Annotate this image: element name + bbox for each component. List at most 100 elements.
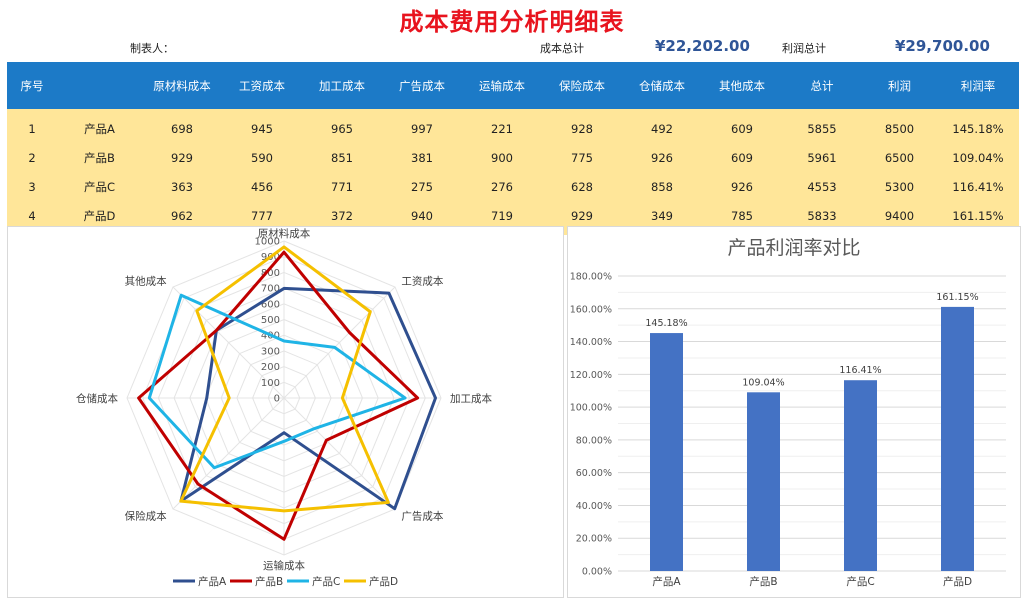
cost-total-value: ¥22,202.00 [655,37,750,55]
radar-tick-label: 200 [261,362,280,373]
bar [941,306,974,571]
profit-total-label: 利润总计 [782,42,826,55]
column-header: 广告成本 [382,62,462,109]
column-header: 利润率 [937,62,1019,109]
table-cell: 965 [302,109,382,143]
bar-y-tick-label: 180.00% [570,272,612,283]
table-cell: 381 [382,143,462,172]
bar-category-label: 产品D [943,575,972,588]
bar-y-tick-label: 0.00% [582,567,612,578]
radar-tick-label: 600 [261,299,280,310]
radar-tick-label: 800 [261,268,280,279]
table-cell: 945 [222,109,302,143]
radar-category-label: 原材料成本 [258,227,311,240]
radar-series-line [137,250,420,541]
table-cell: 628 [542,172,622,201]
radar-spoke [283,286,396,399]
bar-y-tick-label: 60.00% [576,468,612,479]
table-cell: 产品A [57,109,142,143]
table-cell: 851 [302,143,382,172]
cost-table: 序号 原材料成本 工资成本 加工成本 广告成本 运输成本 保险成本 仓储成本 其他成本 总计 利润利… [7,62,1019,235]
radar-category-label: 仓储成本 [76,392,118,405]
radar-category-label: 加工成本 [450,392,492,405]
radar-category-label: 运输成本 [263,559,305,572]
bar-data-label: 145.18% [645,318,687,329]
radar-spoke [283,397,396,510]
table-cell: 456 [222,172,302,201]
table-cell: 产品B [57,143,142,172]
bar-y-tick-label: 120.00% [570,370,612,381]
table-row: 3 产品C 363 456 771 275 276 628 858 926 4553 5300 116.… [7,172,1019,201]
column-header [57,62,142,109]
table-cell: 109.04% [937,143,1019,172]
bar-category-label: 产品A [652,575,681,588]
legend-label: 产品B [255,575,283,588]
radar-category-label: 保险成本 [125,509,167,522]
bar [844,380,877,571]
table-row: 2 产品B 929 590 851 381 900 775 926 609 5961 6500 109.… [7,143,1019,172]
table-cell: 5855 [782,109,862,143]
bar [747,392,780,571]
column-header: 保险成本 [542,62,622,109]
table-cell: 698 [142,109,222,143]
bar-category-label: 产品C [846,575,874,588]
bar-category-label: 产品B [749,575,777,588]
column-header: 仓储成本 [622,62,702,109]
radar-series-line [179,245,390,513]
table-cell: 5300 [862,172,937,201]
table-cell: 4553 [782,172,862,201]
bar-y-tick-label: 100.00% [570,403,612,414]
radar-tick-label: 100 [261,378,280,389]
table-cell: 275 [382,172,462,201]
column-header: 加工成本 [302,62,382,109]
table-cell: 116.41% [937,172,1019,201]
table-cell: 926 [702,172,782,201]
bar-y-tick-label: 20.00% [576,534,612,545]
column-header: 总计 [782,62,862,109]
column-header: 其他成本 [702,62,782,109]
bar-data-label: 109.04% [742,377,784,388]
column-header: 工资成本 [222,62,302,109]
table-cell: 492 [622,109,702,143]
radar-tick-label: 300 [261,346,280,357]
table-cell: 928 [542,109,622,143]
table-cell: 145.18% [937,109,1019,143]
table-row: 1 产品A 698 945 965 997 221 928 492 609 5855 8500 145.… [7,109,1019,143]
radar-tick-label: 1000 [255,237,280,248]
table-cell: 929 [142,143,222,172]
table-cell: 221 [462,109,542,143]
table-body: 1 产品A 698 945 965 997 221 928 492 609 5855 8500 145.… [7,109,1019,235]
column-header: 运输成本 [462,62,542,109]
table-cell: 2 [7,143,57,172]
legend-label: 产品C [312,575,340,588]
table-cell: 276 [462,172,542,201]
radar-tick-label: 500 [261,315,280,326]
table-cell: 609 [702,143,782,172]
maker-label: 制表人： [130,42,174,55]
bar-chart: 产品利润率对比 0.00% 20.00% 40.00% 60.00% 80.00% 100.… [570,237,1006,588]
column-header: 原材料成本 [142,62,222,109]
table-cell: 3 [7,172,57,201]
bar [650,333,683,571]
table-cell: 609 [702,109,782,143]
table-cell: 926 [622,143,702,172]
table-cell: 590 [222,143,302,172]
table-header-row: 序号 原材料成本 工资成本 加工成本 广告成本 运输成本 保险成本 仓储成本 其他成本 总计 利润利… [7,62,1019,109]
radar-series-line [147,293,407,470]
radar-spoke [172,397,285,510]
column-header: 利润 [862,62,937,109]
table-cell: 363 [142,172,222,201]
radar-spoke [172,286,285,399]
table-cell: 产品C [57,172,142,201]
profit-total-value: ¥29,700.00 [895,37,990,55]
table-cell: 771 [302,172,382,201]
bar-y-tick-label: 140.00% [570,337,612,348]
bar-data-label: 161.15% [936,292,978,303]
bar-y-tick-label: 160.00% [570,304,612,315]
radar-tick-label: 0 [274,394,280,405]
radar-category-label: 广告成本 [401,509,443,522]
radar-chart-panel: 0 100 200 300 400 500 600 700 800 900 1000 原材料成本 工资成… [7,226,564,598]
table-cell: 775 [542,143,622,172]
radar-tick-label: 700 [261,284,280,295]
table-cell: 5961 [782,143,862,172]
